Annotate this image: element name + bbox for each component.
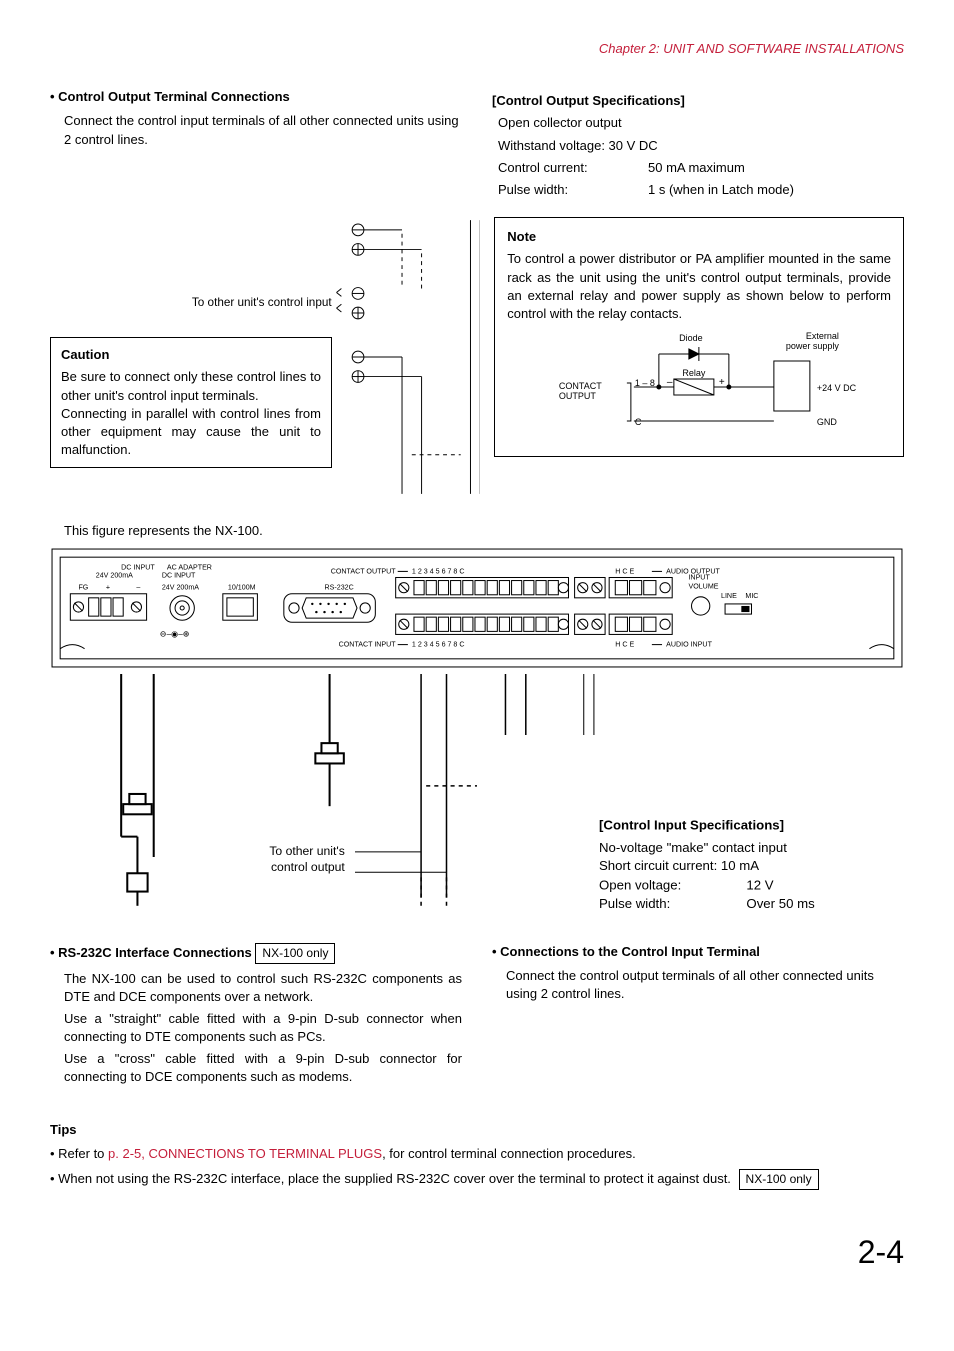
tips-1-link[interactable]: p. 2-5, CONNECTIONS TO TERMINAL PLUGS: [108, 1146, 382, 1161]
ext-ps-label2: power supply: [786, 341, 840, 351]
output-spec-line1: Open collector output: [498, 114, 904, 132]
gnd-label: GND: [817, 417, 838, 427]
output-spec-line2: Withstand voltage: 30 V DC: [498, 137, 904, 155]
right-column-top: [Control Output Specifications] Open col…: [492, 88, 904, 203]
dc-input-label: DC INPUT: [121, 563, 155, 571]
output-spec-l4-label: Pulse width:: [498, 181, 648, 199]
input-spec-l4-label: Pulse width:: [599, 894, 746, 907]
upper-diagram-right: Note To control a power distributor or P…: [494, 217, 904, 502]
upper-diagram-left: To other unit's control input Caution Be…: [50, 217, 480, 502]
contact-output-text: CONTACT OUTPUT: [331, 567, 397, 575]
tips-2-tag: NX-100 only: [739, 1169, 819, 1190]
net-label: 10/100M: [228, 583, 256, 591]
c-label: C: [635, 417, 642, 427]
diode-label: Diode: [679, 333, 703, 343]
input-spec-l3-label: Open voltage:: [599, 876, 746, 894]
tips-item-1: • Refer to p. 2-5, CONNECTIONS TO TERMIN…: [50, 1145, 904, 1163]
upper-diagram-row: To other unit's control input Caution Be…: [50, 217, 904, 502]
note-title: Note: [507, 228, 891, 246]
svg-text:24V 200mA: 24V 200mA: [162, 583, 199, 591]
output-spec-line4: Pulse width: 1 s (when in Latch mode): [498, 181, 904, 199]
control-output-heading: • Control Output Terminal Connections: [50, 88, 462, 106]
rs232c-p1: The NX-100 can be used to control such R…: [64, 970, 462, 1006]
conn-input-p1: Connect the control output terminals of …: [506, 967, 904, 1003]
output-spec-l3-value: 50 mA maximum: [648, 159, 745, 177]
relay-diagram-svg: Diode External power supply Relay – + CO…: [507, 331, 891, 441]
caution-p1: Be sure to connect only these control li…: [61, 368, 321, 404]
nx100-only-tag: NX-100 only: [255, 943, 335, 964]
svg-text:24V 200mA: 24V 200mA: [96, 571, 133, 579]
svg-text:H C E: H C E: [615, 567, 634, 575]
input-spec-l1: No-voltage "make" contact input: [599, 839, 904, 857]
rs232c-heading: • RS-232C Interface Connections NX-100 o…: [50, 943, 462, 964]
output-spec-title: [Control Output Specifications]: [492, 92, 904, 110]
caution-p2: Connecting in parallel with control line…: [61, 405, 321, 460]
ac-adapter-label: AC ADAPTER: [167, 563, 212, 571]
rs232c-title-text: • RS-232C Interface Connections: [50, 945, 252, 960]
upper-fig-label: To other unit's control input: [192, 296, 332, 309]
tips-item-2: • When not using the RS-232C interface, …: [50, 1169, 904, 1190]
svg-text:⊖–◉–⊕: ⊖–◉–⊕: [160, 629, 190, 638]
svg-text:–: –: [667, 377, 673, 388]
input-spec-l4-value: Over 50 ms: [746, 894, 814, 907]
fg-label: FG: [78, 583, 88, 591]
output-spec-l3-label: Control current:: [498, 159, 648, 177]
lower-wiring-svg: To other unit's control output [Control …: [50, 674, 904, 908]
note-box: Note To control a power distributor or P…: [494, 217, 904, 457]
contact-input-text: CONTACT INPUT: [339, 640, 397, 648]
tips-2-text: • When not using the RS-232C interface, …: [50, 1171, 731, 1186]
left-column-top: • Control Output Terminal Connections Co…: [50, 88, 462, 203]
input-spec-title: [Control Input Specifications]: [599, 816, 904, 834]
top-columns: • Control Output Terminal Connections Co…: [50, 88, 904, 203]
caution-box: Caution Be sure to connect only these co…: [50, 337, 332, 468]
contact-output-nums: 1 2 3 4 5 6 7 8 C: [412, 567, 465, 575]
tips-title: Tips: [50, 1121, 904, 1139]
nx100-rear-panel: DC INPUT AC ADAPTER FG 24V 200mA DC INPU…: [50, 547, 904, 669]
rs232c-column: • RS-232C Interface Connections NX-100 o…: [50, 943, 462, 1091]
contact-output-label1: CONTACT: [559, 381, 602, 391]
v24-label: +24 V DC: [817, 383, 857, 393]
svg-text:–: –: [136, 583, 140, 591]
svg-text:+: +: [719, 377, 725, 388]
bottom-columns: • RS-232C Interface Connections NX-100 o…: [50, 943, 904, 1091]
contact-input-nums: 1 2 3 4 5 6 7 8 C: [412, 640, 465, 648]
page-number: 2-4: [110, 1230, 904, 1275]
figure-caption: This figure represents the NX-100.: [64, 522, 904, 540]
input-spec-l2: Short circuit current: 10 mA: [599, 857, 904, 875]
audio-input-label: AUDIO INPUT: [666, 640, 712, 648]
note-body: To control a power distributor or PA amp…: [507, 250, 891, 323]
svg-text:+: +: [106, 583, 110, 591]
lower-fig-label-2: control output: [271, 860, 345, 874]
tips-1-prefix: • Refer to: [50, 1146, 108, 1161]
tips-1-suffix: , for control terminal connection proced…: [382, 1146, 636, 1161]
conn-input-column: • Connections to the Control Input Termi…: [492, 943, 904, 1091]
line-label: LINE: [721, 591, 737, 599]
mic-label: MIC: [745, 591, 758, 599]
control-output-body: Connect the control input terminals of a…: [64, 112, 462, 148]
ext-ps-label1: External: [806, 331, 839, 341]
output-spec-l4-value: 1 s (when in Latch mode): [648, 181, 794, 199]
rs232c-p2: Use a "straight" cable fitted with a 9-p…: [64, 1010, 462, 1046]
rs232c-label: RS-232C: [325, 583, 354, 591]
lower-fig-label-1: To other unit's: [269, 844, 345, 858]
output-spec-line3: Control current: 50 mA maximum: [498, 159, 904, 177]
one-eight-label: 1 – 8: [635, 378, 655, 388]
rs232c-p3: Use a "cross" cable fitted with a 9-pin …: [64, 1050, 462, 1086]
relay-label: Relay: [683, 368, 707, 378]
conn-input-heading: • Connections to the Control Input Termi…: [492, 943, 904, 961]
contact-output-label2: OUTPUT: [559, 391, 597, 401]
chapter-header: Chapter 2: UNIT AND SOFTWARE INSTALLATIO…: [50, 40, 904, 58]
svg-text:DC INPUT: DC INPUT: [162, 571, 196, 579]
caution-title: Caution: [61, 346, 321, 364]
svg-text:H C E: H C E: [615, 640, 634, 648]
input-volume-l2: VOLUME: [688, 582, 718, 590]
input-spec-l3-value: 12 V: [746, 876, 773, 894]
input-volume-l1: INPUT: [688, 573, 710, 581]
